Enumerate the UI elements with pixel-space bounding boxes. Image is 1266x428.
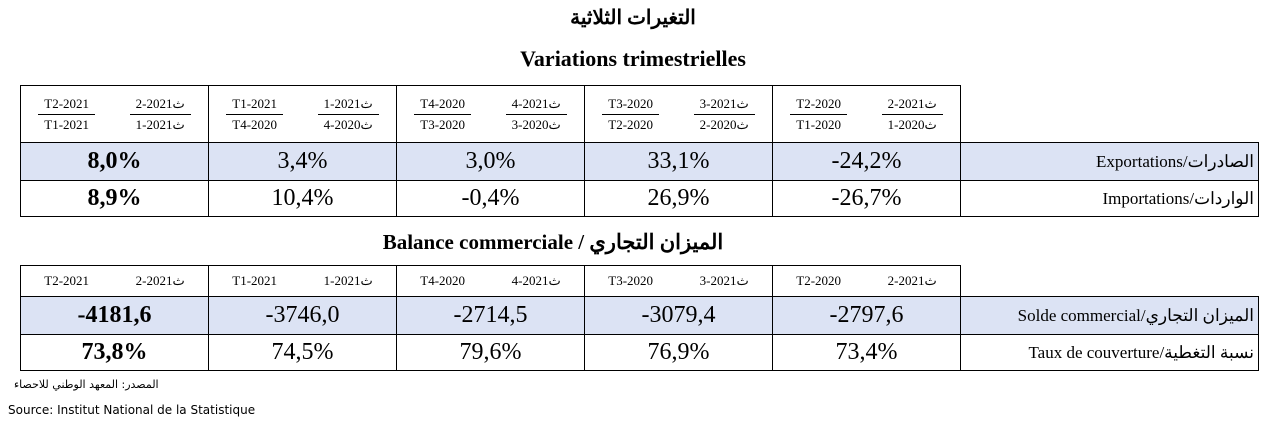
value-cell: -3079,4 [584, 296, 773, 335]
period-ar: ث2021-1 [323, 273, 373, 288]
period-current: T2-2020 [790, 96, 848, 115]
period-fraction: T1-2021 T4-2020 [226, 96, 284, 133]
period-previous: ث2020-4 [323, 116, 373, 132]
row-label: Importations/الواردات [960, 180, 1259, 217]
value-cell: 76,9% [584, 334, 773, 371]
period-previous: T2-2020 [608, 116, 654, 132]
value-cell: 26,9% [584, 180, 773, 217]
period-ar: ث2021-2 [135, 273, 185, 288]
value-cell: 3,4% [208, 142, 397, 181]
period-fraction: T3-2020 T2-2020 [602, 96, 660, 133]
title-ar: التغيرات الثلاثية [570, 7, 696, 29]
period-ar: ث2021-4 [511, 273, 561, 288]
period-previous: T1-2021 [44, 116, 90, 132]
period-current: T1-2021 [226, 96, 284, 115]
column-header: T1-2021 T4-2020 ث2021-1 ث2020-4 [208, 85, 397, 143]
column-header: T1-2021 ث2021-1 [208, 265, 397, 297]
period-current: ث2021-2 [881, 96, 943, 115]
column-header: T2-2021 ث2021-2 [20, 265, 209, 297]
period-fraction: T4-2020 T3-2020 [414, 96, 472, 133]
column-header: T3-2020 ث2021-3 [584, 265, 773, 297]
period-fraction: ث2021-1 ث2020-4 [317, 96, 379, 133]
period-fr: T1-2021 [232, 273, 278, 288]
period-fr: T2-2021 [44, 273, 90, 288]
column-header: T3-2020 T2-2020 ث2021-3 ث2020-2 [584, 85, 773, 143]
period-fraction: T2-2020 T1-2020 [790, 96, 848, 133]
row-label: Taux de couverture/نسبة التغطية [960, 334, 1259, 371]
value-cell: 74,5% [208, 334, 397, 371]
period-previous: ث2020-3 [511, 116, 561, 132]
value-cell: -3746,0 [208, 296, 397, 335]
source-fr: Source: Institut National de la Statisti… [8, 403, 256, 417]
column-header: T2-2021 T1-2021 ث2021-2 ث2021-1 [20, 85, 209, 143]
period-current: ث2021-2 [129, 96, 191, 115]
value-cell: 79,6% [396, 334, 585, 371]
period-current: ث2021-3 [693, 96, 755, 115]
period-current: T4-2020 [414, 96, 472, 115]
period-previous: ث2020-1 [887, 116, 937, 132]
period-fraction: ث2021-4 ث2020-3 [505, 96, 567, 133]
value-cell: 10,4% [208, 180, 397, 217]
source-ar: المصدر: المعهد الوطني للاحصاء [14, 378, 159, 391]
value-cell: -4181,6 [20, 296, 209, 335]
period-fraction: ث2021-2 ث2021-1 [129, 96, 191, 133]
value-cell: 73,8% [20, 334, 209, 371]
period-ar: ث2021-3 [699, 273, 749, 288]
period-fraction: T2-2021 T1-2021 [38, 96, 96, 133]
value-cell: -2797,6 [772, 296, 961, 335]
period-current: T2-2021 [38, 96, 96, 115]
value-cell: -26,7% [772, 180, 961, 217]
column-header: T4-2020 ث2021-4 [396, 265, 585, 297]
value-cell: 33,1% [584, 142, 773, 181]
period-previous: T1-2020 [796, 116, 842, 132]
value-cell: 8,0% [20, 142, 209, 181]
period-fr: T3-2020 [608, 273, 654, 288]
value-cell: -2714,5 [396, 296, 585, 335]
period-fr: T4-2020 [420, 273, 466, 288]
value-cell: -24,2% [772, 142, 961, 181]
value-cell: 3,0% [396, 142, 585, 181]
column-header: T2-2020 T1-2020 ث2021-2 ث2020-1 [772, 85, 961, 143]
period-fr: T2-2020 [796, 273, 842, 288]
period-fraction: ث2021-2 ث2020-1 [881, 96, 943, 133]
column-header: T2-2020 ث2021-2 [772, 265, 961, 297]
period-ar: ث2021-2 [887, 273, 937, 288]
row-label: Exportations/الصادرات [960, 142, 1259, 181]
title-fr: Variations trimestrielles [520, 46, 746, 71]
value-cell: 73,4% [772, 334, 961, 371]
value-cell: 8,9% [20, 180, 209, 217]
period-previous: T4-2020 [232, 116, 278, 132]
period-fraction: ث2021-3 ث2020-2 [693, 96, 755, 133]
period-previous: T3-2020 [420, 116, 466, 132]
value-cell: -0,4% [396, 180, 585, 217]
period-previous: ث2020-2 [699, 116, 749, 132]
subtitle: Balance commerciale / الميزان التجاري [382, 230, 724, 254]
period-current: T3-2020 [602, 96, 660, 115]
period-previous: ث2021-1 [135, 116, 185, 132]
period-current: ث2021-4 [505, 96, 567, 115]
period-current: ث2021-1 [317, 96, 379, 115]
row-label: Solde commercial/الميزان التجاري [960, 296, 1259, 335]
column-header: T4-2020 T3-2020 ث2021-4 ث2020-3 [396, 85, 585, 143]
